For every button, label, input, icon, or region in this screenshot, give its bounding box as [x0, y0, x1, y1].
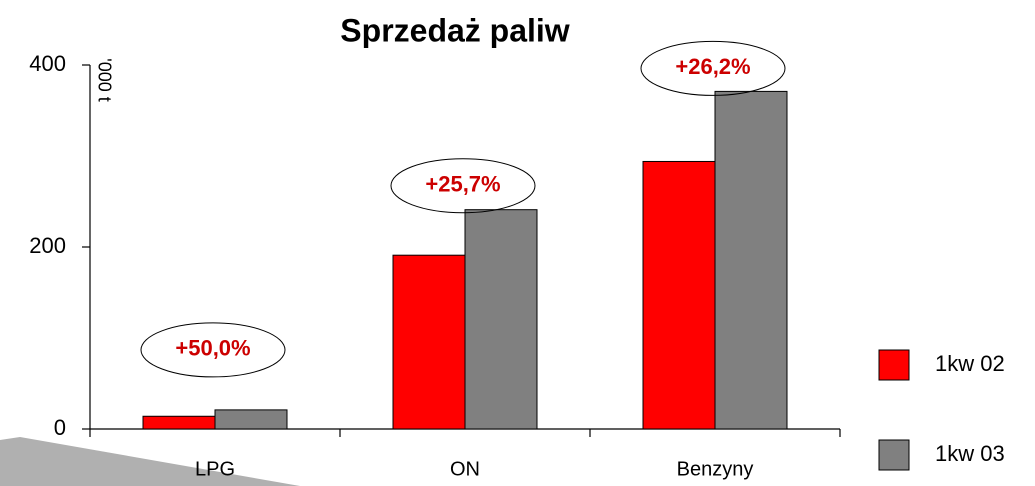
bar — [142, 415, 216, 430]
legend-swatch — [878, 349, 910, 381]
bar — [714, 90, 788, 430]
y-tick-label: 400 — [29, 51, 66, 76]
bar — [464, 209, 538, 430]
legend-label: 1kw 02 — [935, 351, 1005, 376]
annotation-ellipse — [390, 158, 536, 214]
x-tick-label: Benzyny — [677, 458, 754, 480]
annotation-ellipse — [640, 40, 786, 96]
y-axis-label: '000 t — [94, 58, 114, 101]
chart-title: Sprzedaż paliw — [340, 12, 570, 48]
bar — [392, 254, 466, 430]
bar — [642, 160, 716, 430]
y-tick-label: 200 — [29, 233, 66, 258]
annotation-ellipse — [140, 322, 286, 378]
bar — [214, 409, 288, 430]
decoration — [0, 437, 300, 486]
legend-swatch — [878, 439, 910, 471]
x-tick-label: ON — [450, 458, 480, 480]
y-tick-label: 0 — [54, 415, 66, 440]
annotation: +25,7% — [425, 172, 500, 197]
legend-label: 1kw 03 — [935, 441, 1005, 466]
annotation: +50,0% — [175, 336, 250, 361]
x-tick-label: LPG — [195, 458, 235, 480]
annotation: +26,2% — [675, 54, 750, 79]
